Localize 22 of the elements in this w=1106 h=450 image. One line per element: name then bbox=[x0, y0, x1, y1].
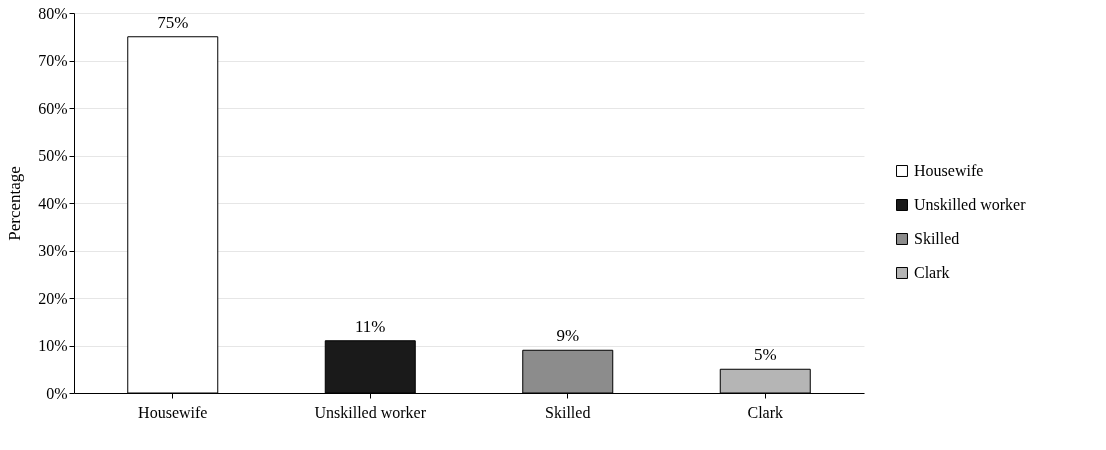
data-label: 9% bbox=[556, 326, 580, 346]
legend-label: Unskilled worker bbox=[914, 196, 1027, 213]
y-tick-label: 50% bbox=[38, 147, 68, 164]
y-tick-label: 80% bbox=[38, 4, 68, 22]
legend-label: Skilled bbox=[914, 230, 960, 247]
y-tick-label: 0% bbox=[46, 384, 68, 402]
y-tick-label: 60% bbox=[38, 99, 68, 117]
data-label: 11% bbox=[354, 316, 386, 336]
legend-label: Clark bbox=[914, 264, 950, 281]
data-label: 5% bbox=[753, 345, 777, 365]
y-tick-label: 70% bbox=[38, 52, 68, 69]
x-tick-label: Housewife bbox=[138, 403, 208, 421]
x-tick-label: Unskilled worker bbox=[314, 403, 427, 421]
x-tick-label: Clark bbox=[747, 403, 784, 421]
y-axis-title: Percentage bbox=[5, 166, 25, 241]
legend-label: Housewife bbox=[914, 162, 984, 179]
y-tick-label: 10% bbox=[38, 337, 68, 354]
data-label: 75% bbox=[157, 12, 189, 32]
y-tick-label: 20% bbox=[38, 289, 68, 307]
x-tick-label: Skilled bbox=[545, 403, 591, 421]
y-tick-label: 30% bbox=[38, 242, 68, 259]
y-tick-label: 40% bbox=[38, 194, 68, 212]
